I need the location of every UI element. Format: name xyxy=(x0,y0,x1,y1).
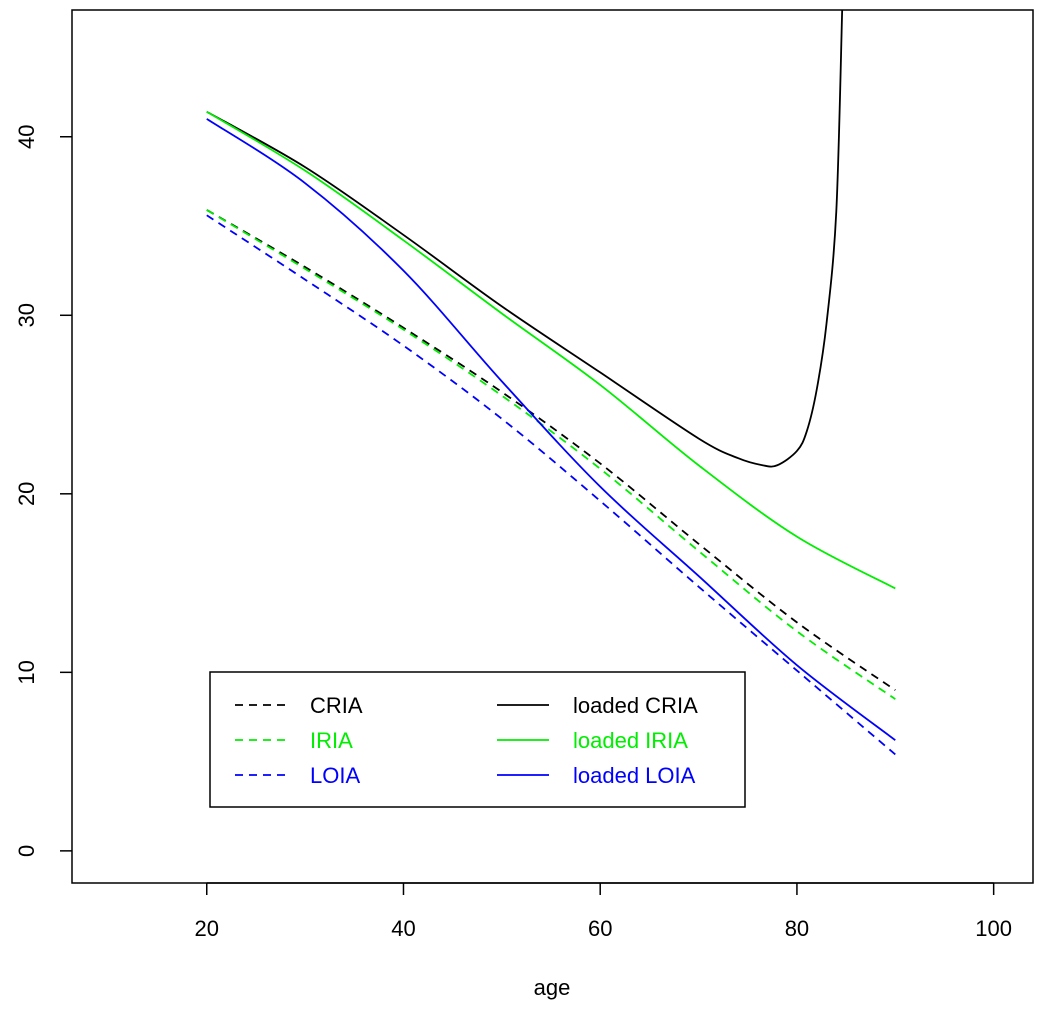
y-tick-label: 0 xyxy=(14,845,39,857)
x-tick-label: 80 xyxy=(785,916,809,941)
x-axis: 20 40 60 80 100 xyxy=(195,882,1012,941)
series-line-loaded-iria xyxy=(206,110,896,590)
legend-label-loaded-iria: loaded IRIA xyxy=(573,728,688,753)
y-tick-label: 20 xyxy=(14,482,39,506)
x-tick-label: 60 xyxy=(588,916,612,941)
legend-label-loaded-loia: loaded LOIA xyxy=(573,763,696,788)
x-tick-label: 40 xyxy=(391,916,415,941)
x-tick-label: 100 xyxy=(975,916,1012,941)
legend-label-loaded-cria: loaded CRIA xyxy=(573,693,698,718)
legend: CRIA IRIA LOIA loaded CRIA loaded IRIA loaded… xyxy=(209,671,746,808)
legend-box xyxy=(209,671,746,808)
legend-label-iria: IRIA xyxy=(310,728,353,753)
x-axis-label: age xyxy=(534,975,571,1000)
series-line-iria xyxy=(206,209,896,700)
y-tick-label: 40 xyxy=(14,125,39,149)
x-tick-label: 20 xyxy=(195,916,219,941)
y-axis: 0 10 20 30 40 xyxy=(14,125,72,857)
series-line-loaded-loia xyxy=(206,118,896,741)
legend-label-loia: LOIA xyxy=(310,763,360,788)
series-line-loaded-cria xyxy=(206,10,844,468)
y-tick-label: 30 xyxy=(14,303,39,327)
series-line-cria xyxy=(206,209,896,691)
series-line-loia xyxy=(206,214,896,756)
legend-label-cria: CRIA xyxy=(310,693,363,718)
series-layer xyxy=(206,10,896,756)
y-tick-label: 10 xyxy=(14,660,39,684)
